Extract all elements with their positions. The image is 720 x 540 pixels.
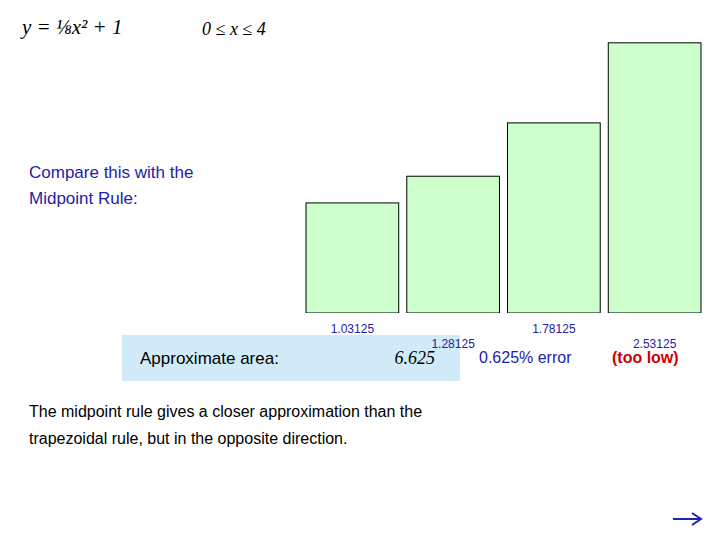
arrow bbox=[673, 513, 701, 525]
chart: 1.03125 1.28125 1.78125 2.53125 bbox=[0, 0, 720, 540]
data-label: 1.78125 bbox=[532, 322, 576, 336]
annotation: Compare this with the Midpoint Rule: bbox=[29, 160, 193, 211]
arrow-head bbox=[692, 513, 701, 525]
annotation: 0.625% error bbox=[479, 346, 572, 370]
data-label: 1.03125 bbox=[331, 322, 375, 336]
data-label: 1.28125 bbox=[431, 337, 475, 351]
annotation: The midpoint rule gives a closer approxi… bbox=[29, 398, 422, 452]
annotation: Approximate area: bbox=[140, 346, 279, 372]
bar bbox=[407, 176, 500, 313]
bar bbox=[608, 43, 701, 313]
arrow-shaft bbox=[673, 518, 700, 520]
data-label: 2.53125 bbox=[633, 337, 677, 351]
area-box bbox=[122, 335, 460, 381]
bar bbox=[306, 203, 399, 313]
annotation: 0 ≤ x ≤ 4 bbox=[202, 16, 266, 43]
annotation: y = ⅛x² + 1 bbox=[22, 12, 123, 44]
annotation: 6.625 bbox=[395, 345, 436, 372]
annotation: (too low) bbox=[612, 346, 679, 370]
bar bbox=[508, 123, 601, 313]
bars bbox=[306, 43, 701, 313]
